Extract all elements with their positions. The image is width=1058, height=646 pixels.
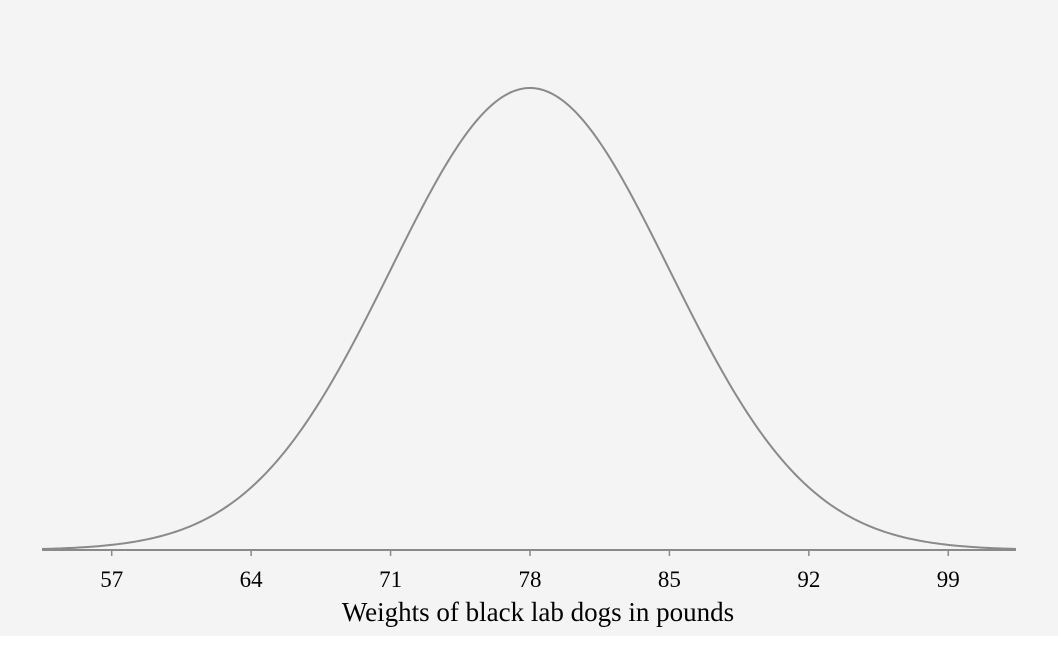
x-tick-label: 92 [797, 567, 820, 592]
x-tick-label: 64 [240, 567, 264, 592]
x-tick-label: 57 [100, 567, 123, 592]
x-tick-label: 85 [658, 567, 681, 592]
x-tick-label: 71 [379, 567, 402, 592]
density-curve [41, 87, 1017, 550]
x-tick-label: 99 [937, 567, 960, 592]
x-axis-label: Weights of black lab dogs in pounds [342, 597, 734, 627]
x-tick-label: 78 [518, 567, 541, 592]
